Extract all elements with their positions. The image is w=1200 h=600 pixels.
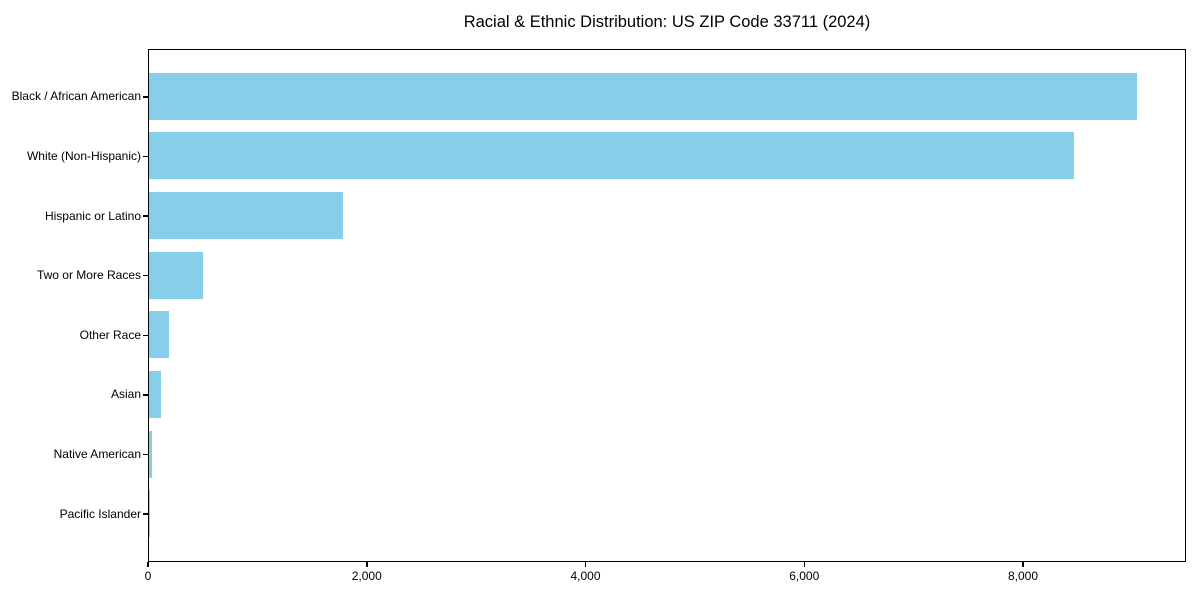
x-tick-label: 2,000 bbox=[351, 569, 382, 583]
y-tick-label: Two or More Races bbox=[36, 268, 141, 283]
y-tick-mark bbox=[143, 274, 148, 277]
x-tick-mark bbox=[1022, 562, 1024, 567]
bar bbox=[149, 430, 152, 478]
bar bbox=[149, 192, 343, 240]
bar bbox=[149, 311, 169, 359]
y-tick-mark bbox=[143, 453, 148, 456]
x-tick-label: 4,000 bbox=[570, 569, 601, 583]
bar bbox=[149, 251, 203, 299]
y-tick-label: White (Non-Hispanic) bbox=[26, 148, 141, 163]
chart-title: Racial & Ethnic Distribution: US ZIP Cod… bbox=[463, 13, 871, 31]
y-tick-mark bbox=[143, 334, 148, 337]
bar bbox=[149, 490, 150, 538]
bar bbox=[149, 132, 1075, 180]
y-tick-label: Other Race bbox=[79, 327, 141, 342]
x-tick-mark bbox=[147, 562, 149, 567]
x-tick-mark bbox=[803, 562, 806, 567]
y-tick-mark bbox=[143, 394, 148, 396]
x-tick-label: 8,000 bbox=[1008, 569, 1039, 583]
y-tick-label: Black / African American bbox=[11, 89, 141, 104]
x-tick-label: 6,000 bbox=[789, 569, 820, 583]
y-tick-label: Pacific Islander bbox=[59, 506, 141, 521]
y-tick-mark bbox=[143, 215, 148, 217]
y-tick-label: Hispanic or Latino bbox=[44, 208, 141, 223]
x-tick-mark bbox=[584, 562, 587, 567]
y-tick-mark bbox=[143, 155, 148, 158]
y-tick-label: Asian bbox=[110, 387, 141, 402]
y-tick-label: Native American bbox=[53, 447, 141, 462]
bar bbox=[149, 370, 162, 418]
plot-area bbox=[148, 49, 1186, 562]
x-tick-mark bbox=[366, 562, 368, 567]
y-tick-mark bbox=[143, 96, 148, 98]
x-tick-label: 0 bbox=[144, 569, 152, 583]
y-tick-mark bbox=[143, 513, 148, 515]
bar bbox=[149, 72, 1137, 120]
